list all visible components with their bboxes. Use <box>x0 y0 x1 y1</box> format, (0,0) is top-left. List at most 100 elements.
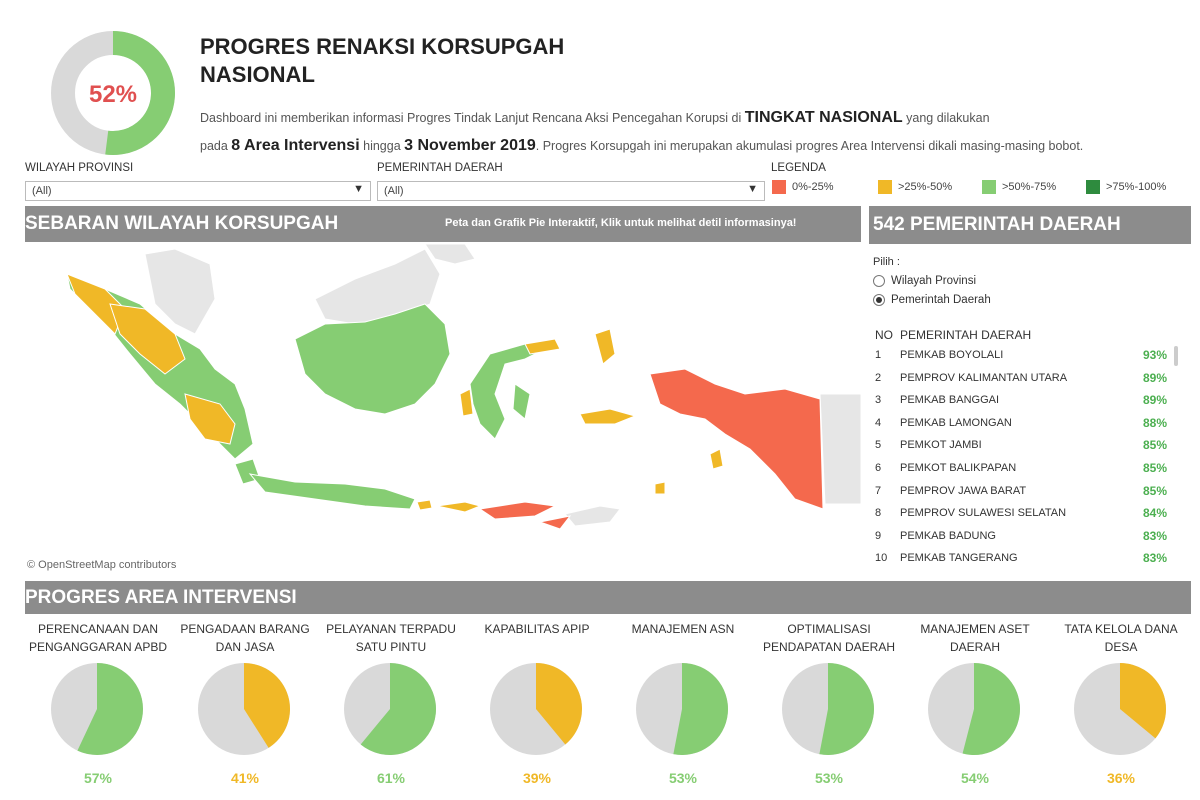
map-bali[interactable] <box>416 499 433 511</box>
area-label: MANAJEMEN ASET DAERAH <box>902 620 1048 660</box>
pie-progress-slice[interactable] <box>1120 663 1166 739</box>
area-label: TATA KELOLA DANA DESA <box>1048 620 1194 660</box>
pemda-filter-select[interactable]: (All) ▼ <box>377 181 765 201</box>
area-percent: 36% <box>1106 770 1136 786</box>
area-label-line: DESA <box>1104 640 1138 654</box>
radio-circle[interactable] <box>873 275 885 287</box>
map-papua[interactable] <box>649 368 824 510</box>
table-scrollbar[interactable] <box>1174 346 1178 366</box>
area-pie-chart[interactable] <box>343 662 437 756</box>
indonesia-map[interactable] <box>25 244 861 574</box>
map-timor-barat[interactable] <box>538 515 572 530</box>
province-filter-value: (All) <box>32 185 52 197</box>
map-maluku-islands[interactable] <box>654 481 666 495</box>
row-name: PEMKAB BOYOLALI <box>900 349 1004 361</box>
table-row[interactable]: 3 PEMKAB BANGGAI 89% <box>873 391 1173 413</box>
table-row[interactable]: 6 PEMKOT BALIKPAPAN 85% <box>873 459 1173 481</box>
map-neighbor-timor-leste <box>564 505 621 527</box>
area-item[interactable]: KAPABILITAS APIP 39% <box>464 620 610 786</box>
map-north-sulawesi[interactable] <box>524 338 561 355</box>
pie-progress-slice[interactable] <box>673 663 728 755</box>
legend-item-50-75[interactable]: >50%-75% <box>982 180 1056 194</box>
map-southeast-sulawesi[interactable] <box>512 383 531 420</box>
map-kalimantan[interactable] <box>294 303 451 415</box>
table-row[interactable]: 1 PEMKAB BOYOLALI 93% <box>873 346 1173 368</box>
area-label-line: PERENCANAAN DAN <box>37 622 159 636</box>
pie-progress-slice[interactable] <box>360 663 436 755</box>
row-name: PEMKAB TANGERANG <box>900 552 1018 565</box>
pie-progress-slice[interactable] <box>819 663 874 755</box>
national-progress-donut[interactable]: 52% <box>50 30 176 156</box>
legend-item-0-25[interactable]: 0%-25% <box>772 180 834 194</box>
radio-circle-selected[interactable] <box>873 294 885 306</box>
dashboard-description: Dashboard ini memberikan informasi Progr… <box>200 104 1190 160</box>
row-name: PEMKAB BADUNG <box>900 529 996 542</box>
radio-label: Wilayah Provinsi <box>891 275 976 287</box>
map-maluku-tenggara[interactable] <box>709 448 724 470</box>
radio-wilayah-provinsi[interactable]: Wilayah Provinsi <box>873 275 976 287</box>
area-item[interactable]: PERENCANAAN DAN PENGANGGARAN APBD 57% <box>25 620 171 786</box>
area-pie-chart[interactable] <box>927 662 1021 756</box>
pie-progress-slice[interactable] <box>962 663 1020 755</box>
map-section-title: SEBARAN WILAYAH KORSUPGAH <box>25 213 339 234</box>
area-percent: 54% <box>960 770 990 786</box>
map-maluku[interactable] <box>579 408 637 425</box>
area-item[interactable]: OPTIMALISASI PENDAPATAN DAERAH 53% <box>756 620 902 786</box>
row-no: 1 <box>875 349 882 361</box>
map-sulawesi[interactable] <box>469 343 547 440</box>
radio-pemerintah-daerah[interactable]: Pemerintah Daerah <box>873 294 991 306</box>
map-ntt[interactable] <box>478 501 557 520</box>
province-filter-select[interactable]: (All) ▼ <box>25 181 371 201</box>
table-row[interactable]: 8 PEMPROV SULAWESI SELATAN 84% <box>873 504 1173 526</box>
area-pie-chart[interactable] <box>635 662 729 756</box>
area-label: PERENCANAAN DAN PENGANGGARAN APBD <box>25 620 171 660</box>
dropdown-arrow-icon[interactable]: ▼ <box>747 183 758 195</box>
list-section-header: 542 PEMERINTAH DAERAH <box>869 206 1191 244</box>
area-item[interactable]: MANAJEMEN ASET DAERAH 54% <box>902 620 1048 786</box>
desc-emphasis: 8 Area Intervensi <box>231 137 360 154</box>
pilih-label: Pilih : <box>873 256 900 268</box>
row-name: PEMKOT JAMBI <box>900 439 982 452</box>
pie-progress-slice[interactable] <box>77 663 143 755</box>
map-neighbor-malaysia <box>144 248 216 335</box>
map-java[interactable] <box>248 473 416 510</box>
table-row[interactable]: 5 PEMKOT JAMBI 85% <box>873 436 1173 458</box>
map-attribution[interactable]: © OpenStreetMap contributors <box>27 559 177 571</box>
table-row[interactable]: 10 PEMKAB TANGERANG 83% <box>873 549 1173 571</box>
row-name: PEMPROV JAWA BARAT <box>900 484 1027 497</box>
row-no: 3 <box>875 394 882 407</box>
row-no: 4 <box>875 416 882 429</box>
map-west-sulawesi[interactable] <box>459 388 474 417</box>
map-ntb[interactable] <box>436 501 482 513</box>
row-no: 9 <box>875 529 882 542</box>
area-pie-chart[interactable] <box>781 662 875 756</box>
area-pie-chart[interactable] <box>50 662 144 756</box>
pie-progress-slice[interactable] <box>536 663 582 745</box>
map-north-maluku[interactable] <box>594 328 616 365</box>
area-item[interactable]: MANAJEMEN ASN 53% <box>610 620 756 786</box>
map-north-sumatra[interactable] <box>109 303 186 375</box>
title-line-1: PROGRES RENAKSI KORSUPGAH <box>200 34 565 59</box>
area-item[interactable]: PELAYANAN TERPADU SATU PINTU 61% <box>318 620 464 786</box>
pie-progress-slice[interactable] <box>244 663 290 748</box>
row-percent: 83% <box>1142 551 1167 566</box>
legend-item-75-100[interactable]: >75%-100% <box>1086 180 1166 194</box>
table-row[interactable]: 7 PEMPROV JAWA BARAT 85% <box>873 482 1173 504</box>
map-south-sumatra[interactable] <box>184 393 236 445</box>
col-no-header: NO <box>875 328 893 342</box>
area-percent: 57% <box>83 770 113 786</box>
area-label: PELAYANAN TERPADU SATU PINTU <box>318 620 464 660</box>
table-row[interactable]: 2 PEMPROV KALIMANTAN UTARA 89% <box>873 369 1173 391</box>
area-label-line: PENGADAAN BARANG <box>180 622 310 636</box>
dropdown-arrow-icon[interactable]: ▼ <box>353 183 364 195</box>
row-name: PEMKAB LAMONGAN <box>900 416 1012 429</box>
area-item[interactable]: PENGADAAN BARANG DAN JASA 41% <box>172 620 318 786</box>
area-pie-chart[interactable] <box>489 662 583 756</box>
area-pie-chart[interactable] <box>197 662 291 756</box>
legend-item-25-50[interactable]: >25%-50% <box>878 180 952 194</box>
area-pie-chart[interactable] <box>1073 662 1167 756</box>
table-row[interactable]: 4 PEMKAB LAMONGAN 88% <box>873 414 1173 436</box>
map-aceh[interactable] <box>66 273 126 335</box>
table-row[interactable]: 9 PEMKAB BADUNG 83% <box>873 527 1173 549</box>
area-item[interactable]: TATA KELOLA DANA DESA 36% <box>1048 620 1194 786</box>
